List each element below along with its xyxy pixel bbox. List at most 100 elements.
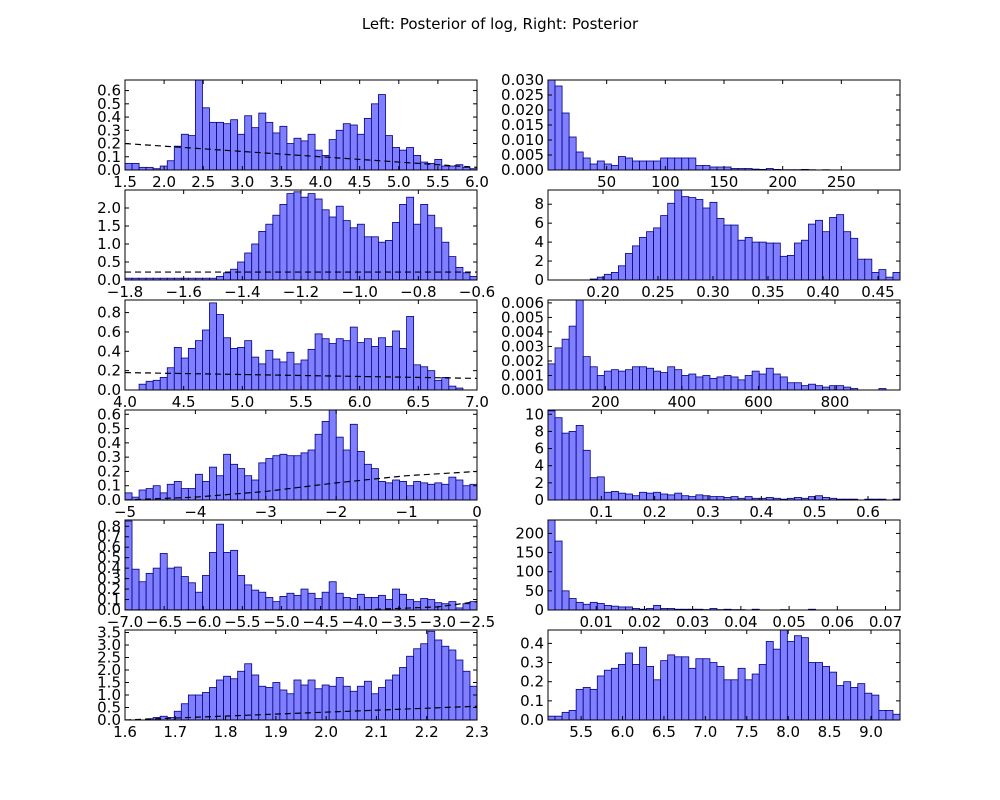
histogram-bar (448, 649, 457, 720)
histogram-bar (723, 679, 732, 720)
axes-frame (547, 629, 901, 721)
histogram-bar (878, 269, 887, 280)
subplot-row6-right: 5.5 6.0 6.5 7.0 7.5 8.0 8.5 9.0 0.00.10.20.3 0.4 (520, 629, 901, 741)
y-tick-label: 0.010 (501, 131, 544, 149)
y-tick-label: 0.020 (501, 101, 544, 119)
histogram-bar (321, 338, 330, 390)
histogram-bar (632, 664, 640, 720)
y-tick-label: 2.0 (97, 199, 121, 217)
histogram-bar (138, 581, 147, 610)
histogram-bar (786, 382, 795, 390)
y-tick-label: 0.2 (97, 462, 121, 480)
histogram-bar (772, 373, 781, 390)
histogram-bar (667, 366, 676, 390)
histogram-bar (632, 245, 640, 280)
histogram-bar (378, 687, 386, 720)
histogram-bar (554, 715, 563, 720)
histogram-bar (209, 687, 217, 720)
prior-density-line (125, 371, 477, 379)
histogram-bar (469, 685, 477, 720)
histogram-bar (639, 366, 647, 390)
histogram-bar (202, 107, 210, 170)
histogram-bar (822, 665, 830, 720)
x-tick-label: 0.5 (803, 503, 827, 521)
x-tick-label: 6.5 (406, 393, 430, 411)
histogram-bar (434, 482, 443, 500)
histogram-bar (385, 346, 393, 390)
histogram-bar (420, 366, 429, 390)
histogram-bar (772, 242, 781, 280)
histogram-bar (180, 488, 189, 500)
y-tick-label: 0.004 (501, 323, 544, 341)
histogram-bar (230, 463, 239, 500)
x-tick-label: 7.0 (465, 393, 489, 411)
x-tick-label: 3.0 (230, 173, 254, 191)
x-tick-label: 8.0 (776, 723, 800, 741)
histogram-bar (660, 493, 669, 500)
histogram-bar (554, 417, 563, 500)
histogram-bar (293, 137, 302, 170)
histogram-bar (618, 492, 626, 500)
x-tick-label: 2.5 (191, 173, 215, 191)
x-tick-label: −1.6 (165, 283, 201, 301)
histogram-bar (187, 347, 196, 390)
histogram-bar (356, 133, 365, 170)
histogram-bar (356, 342, 365, 390)
histogram-bar (293, 594, 302, 610)
histogram-bar (202, 575, 210, 610)
y-tick-label: 0.2 (520, 673, 544, 691)
histogram-bar (695, 199, 704, 280)
histogram-bar (589, 163, 598, 170)
histogram-bar (385, 679, 393, 720)
histogram-bar (765, 242, 774, 280)
axes-frame (124, 79, 478, 171)
histogram-bar (314, 688, 323, 720)
histogram-bar (293, 363, 302, 390)
histogram-bar (843, 681, 852, 720)
histogram-bar (688, 197, 697, 280)
histogram-bar (406, 147, 415, 170)
y-tick-label: 0.5 (97, 253, 121, 271)
histogram-bar (230, 678, 239, 720)
histogram-bar (173, 347, 182, 390)
x-tick-label: 1.5 (113, 173, 137, 191)
x-tick-label: −3 (255, 503, 277, 521)
y-tick-label: 50 (525, 582, 544, 600)
plot-area (548, 520, 816, 610)
x-tick-label: 6.5 (652, 723, 676, 741)
histogram-bar (632, 495, 640, 500)
histogram-bar (582, 449, 591, 500)
y-tick-label: 0 (534, 491, 544, 509)
histogram-bar (328, 343, 337, 390)
histogram-bar (125, 162, 133, 170)
histogram-bar (575, 300, 584, 390)
histogram-bar (321, 684, 330, 720)
y-tick-label: 2 (534, 252, 544, 270)
histogram-bar (695, 494, 704, 500)
histogram-bar (293, 191, 302, 280)
y-tick-label: 0.030 (501, 71, 544, 89)
histogram-bar (420, 598, 429, 610)
histogram-bar (772, 648, 781, 720)
histogram-bar (159, 553, 168, 610)
x-tick-label: −1.0 (341, 283, 377, 301)
histogram-bar (216, 314, 224, 390)
histogram-bar (378, 94, 386, 170)
histogram-bar (138, 489, 147, 500)
histogram-bar (265, 687, 274, 720)
histogram-bar (363, 597, 372, 610)
histogram-bar (568, 136, 577, 170)
histogram-bar (230, 549, 239, 610)
y-tick-label: 0.6 (97, 82, 121, 100)
figure-title: Left: Posterior of log, Right: Posterior (362, 15, 639, 33)
y-tick-label: 0.8 (97, 517, 121, 535)
histogram-bar (462, 670, 471, 720)
histogram-bar (342, 340, 351, 390)
histogram-bar (815, 385, 823, 390)
histogram-bar (342, 597, 351, 610)
histogram-bar (829, 385, 838, 390)
histogram-bar (660, 660, 669, 720)
y-tick-label: 0.005 (501, 308, 544, 326)
histogram-bar (646, 160, 654, 170)
